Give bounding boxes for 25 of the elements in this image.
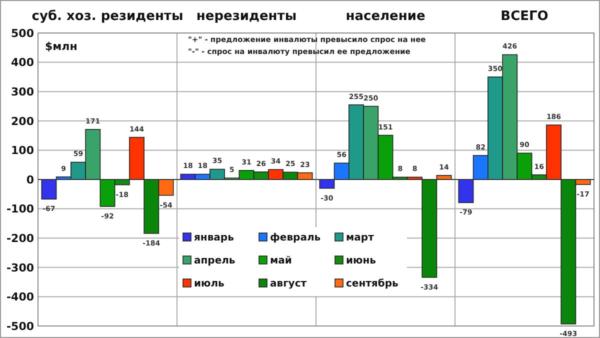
x-tick-label: ВСЕГО [500, 9, 548, 24]
legend-label: март [346, 232, 374, 244]
y-tick-label: 200 [11, 114, 34, 128]
y-tick-label: -400 [6, 290, 34, 304]
x-tick-label: население [346, 9, 426, 24]
y-tick-label: -500 [6, 320, 34, 333]
x-tick-label: суб. хоз. резиденты [32, 9, 184, 24]
legend-label: январь [194, 232, 234, 244]
y-tick-label: -200 [6, 232, 34, 245]
legend-label: апрель [194, 256, 236, 266]
legend-label: август [270, 278, 307, 290]
y-tick-label: 400 [11, 56, 34, 70]
x-tick-label: нерезиденты [196, 9, 297, 24]
legend-label: июль [194, 278, 224, 290]
y-tick-label: -100 [6, 202, 34, 216]
legend-label: февраль [270, 232, 321, 244]
legend-label: сентябрь [346, 278, 398, 290]
y-tick-label: 500 [11, 26, 34, 40]
y-tick-label: 0 [26, 173, 34, 186]
annotation: $млн [45, 40, 78, 53]
y-tick-label: -300 [6, 261, 34, 274]
legend-label: май [270, 256, 292, 266]
y-tick-label: 100 [11, 144, 34, 158]
y-tick-label: 300 [11, 85, 34, 98]
legend-label: июнь [346, 256, 376, 266]
